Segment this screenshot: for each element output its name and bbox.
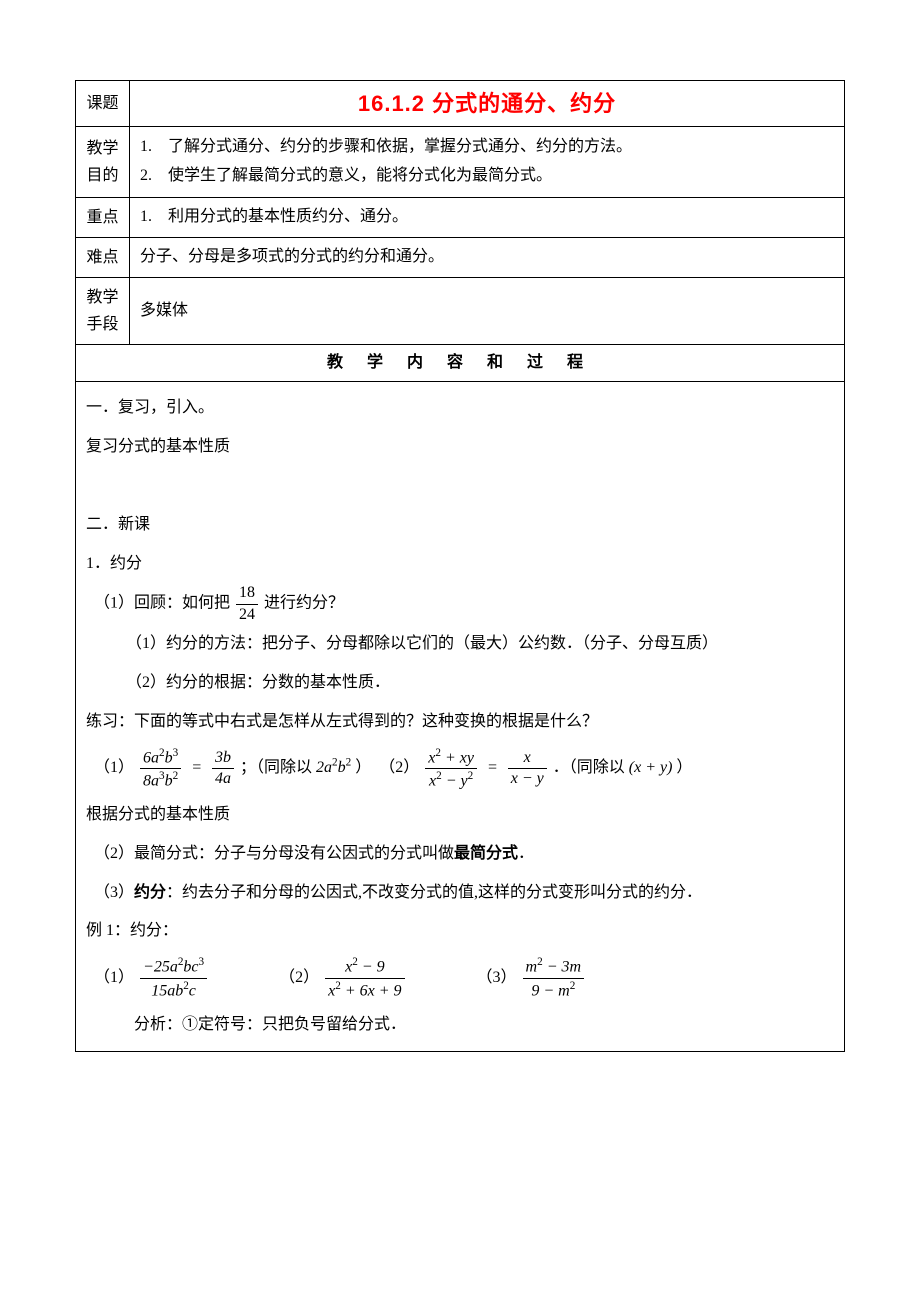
p-method: （1）约分的方法：把分子、分母都除以它们的（最大）公约数．（分子、分母互质） [86, 626, 834, 663]
p-practice: 练习：下面的等式中右式是怎样从左式得到的？这种变换的根据是什么？ [86, 704, 834, 741]
eq1: （1） 6a2b3 8a3b2 = 3b 4a ；（同除以 2a2b2 ） [94, 747, 371, 791]
section-title: 教 学 内 容 和 过 程 [76, 345, 845, 382]
lesson-title: 16.1.2 分式的通分、约分 [130, 81, 845, 127]
p-review-text: 复习分式的基本性质 [86, 429, 834, 466]
p-analysis: 分析：①定符号：只把负号留给分式． [86, 1007, 834, 1044]
eq2: （2） x2 + xy x2 − y2 = x x − y ．（同除以 (x +… [379, 747, 692, 791]
objective-1: 1. 了解分式通分、约分的步骤和依据，掌握分式通分、约分的方法。 [140, 133, 834, 162]
frac-x-xy: x x − y [508, 749, 547, 789]
method-cell: 多媒体 [130, 277, 845, 344]
difficulty-point: 分子、分母是多项式的分式的约分和通分。 [130, 237, 845, 277]
p-new-heading: 二．新课 [86, 507, 834, 544]
label-difficulty: 难点 [76, 237, 130, 277]
objective-cell: 1. 了解分式通分、约分的步骤和依据，掌握分式通分、约分的方法。 2. 使学生了… [130, 127, 845, 198]
p-yuefen-def: （3）约分：约去分子和分母的公因式,不改变分式的值,这样的分式变形叫分式的约分． [86, 875, 834, 912]
p-review-heading: 一．复习，引入。 [86, 390, 834, 427]
p-basis2: 根据分式的基本性质 [86, 797, 834, 834]
label-topic: 课题 [76, 81, 130, 127]
p-sub1: 1．约分 [86, 546, 834, 583]
frac-3b-4a: 3b 4a [212, 749, 234, 789]
p-simplest: （2）最简分式：分子与分母没有公因式的分式叫做最简分式． [86, 836, 834, 873]
frac-6a2b3: 6a2b3 8a3b2 [140, 747, 181, 791]
frac-18-24: 18 24 [236, 584, 258, 624]
p-basis: （2）约分的根据：分数的基本性质． [86, 665, 834, 702]
p-example1: 例 1：约分： [86, 913, 834, 950]
practice-equations: （1） 6a2b3 8a3b2 = 3b 4a ；（同除以 2a2b2 ） [86, 747, 834, 791]
p-recall: （1）回顾：如何把 18 24 进行约分？ [86, 584, 834, 624]
ex2: （2） x2 − 9 x2 + 6x + 9 [279, 956, 406, 1000]
example1-row: （1） −25a2bc3 15ab2c （2） x2 − 9 x2 + 6x +… [86, 956, 834, 1000]
lesson-header-table: 课题 16.1.2 分式的通分、约分 教学目的 1. 了解分式通分、约分的步骤和… [75, 80, 845, 1052]
content-body: 一．复习，引入。 复习分式的基本性质 二．新课 1．约分 （1）回顾：如何把 1… [76, 382, 845, 1052]
label-objective: 教学目的 [76, 127, 130, 198]
label-key: 重点 [76, 197, 130, 237]
ex3: （3） m2 − 3m 9 − m2 [477, 956, 587, 1000]
frac-x2xy: x2 + xy x2 − y2 [425, 747, 477, 791]
label-method: 教学手段 [76, 277, 130, 344]
objective-2: 2. 使学生了解最简分式的意义，能将分式化为最简分式。 [140, 162, 834, 191]
ex1: （1） −25a2bc3 15ab2c [94, 956, 209, 1000]
key-point: 1. 利用分式的基本性质约分、通分。 [130, 197, 845, 237]
